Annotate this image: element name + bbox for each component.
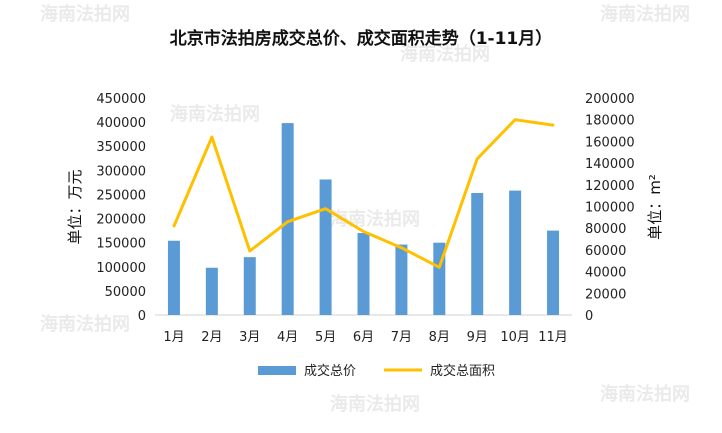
left-tick-label: 250000 bbox=[96, 188, 146, 203]
left-tick-label: 350000 bbox=[96, 140, 146, 155]
left-tick-label: 50000 bbox=[105, 285, 146, 300]
watermark-text: 海南法拍网 bbox=[170, 103, 260, 125]
bar-total-price bbox=[205, 267, 218, 315]
x-axis: 1月 2月 3月 4月 5月 6月 7月 8月 9月 10月 11月 bbox=[155, 314, 572, 345]
right-tick-label: 140000 bbox=[585, 157, 635, 172]
x-tick-label: 4月 bbox=[277, 330, 298, 345]
x-tick-label: 11月 bbox=[538, 330, 568, 345]
x-tick-label: 5月 bbox=[315, 330, 336, 345]
watermark-text: 海南法拍网 bbox=[400, 43, 490, 65]
bar-total-price bbox=[243, 257, 256, 315]
left-tick-label: 300000 bbox=[96, 164, 146, 179]
bar-total-price bbox=[319, 179, 332, 315]
right-tick-label: 100000 bbox=[585, 201, 635, 216]
x-tick-label: 1月 bbox=[163, 330, 184, 345]
left-axis-label: 单位：万元 bbox=[66, 169, 84, 244]
x-tick-label: 3月 bbox=[239, 330, 260, 345]
legend: 成交总价 成交总面积 bbox=[258, 363, 495, 379]
right-tick-label: 40000 bbox=[585, 266, 626, 281]
bar-total-price bbox=[509, 190, 522, 315]
watermark-text: 海南法拍网 bbox=[40, 3, 130, 25]
left-y-axis: 0 50000 100000 150000 200000 250000 300000 3500… bbox=[96, 92, 146, 324]
bar-total-price bbox=[357, 233, 370, 315]
watermark-text: 海南法拍网 bbox=[600, 383, 690, 405]
x-tick-label: 7月 bbox=[391, 330, 412, 345]
line-series-total-area bbox=[172, 118, 555, 269]
left-tick-label: 400000 bbox=[96, 116, 146, 131]
bar-total-price bbox=[471, 192, 484, 315]
x-tick-label: 2月 bbox=[201, 330, 222, 345]
right-tick-label: 0 bbox=[585, 309, 593, 324]
right-tick-label: 160000 bbox=[585, 135, 635, 150]
watermark-text: 海南法拍网 bbox=[40, 313, 130, 335]
watermark-text: 海南法拍网 bbox=[600, 3, 690, 25]
left-tick-label: 200000 bbox=[96, 213, 146, 228]
right-tick-label: 20000 bbox=[585, 287, 626, 302]
bar-total-price bbox=[281, 123, 294, 315]
bar-total-price bbox=[167, 240, 180, 315]
left-tick-label: 100000 bbox=[96, 261, 146, 276]
chart-title: 北京市法拍房成交总价、成交面积走势（1-11月） bbox=[170, 28, 553, 49]
left-tick-label: 450000 bbox=[96, 92, 146, 107]
left-tick-label: 0 bbox=[138, 309, 146, 324]
right-tick-label: 180000 bbox=[585, 114, 635, 129]
right-tick-label: 80000 bbox=[585, 222, 626, 237]
right-tick-label: 60000 bbox=[585, 244, 626, 259]
right-y-axis: 0 20000 40000 60000 80000 100000 120000 140000 1… bbox=[585, 92, 635, 324]
left-tick-label: 150000 bbox=[96, 237, 146, 252]
x-tick-label: 6月 bbox=[353, 330, 374, 345]
legend-label-total-area: 成交总面积 bbox=[430, 363, 495, 379]
bar-total-price bbox=[547, 230, 560, 315]
bar-series-total-price bbox=[167, 123, 560, 315]
x-tick-label: 8月 bbox=[429, 330, 450, 345]
legend-swatch-total-price bbox=[258, 366, 296, 375]
bar-total-price bbox=[395, 244, 408, 315]
right-axis-label: 单位：m² bbox=[646, 174, 664, 240]
line-total-area bbox=[172, 118, 555, 269]
x-tick-label: 9月 bbox=[467, 330, 488, 345]
legend-label-total-price: 成交总价 bbox=[304, 363, 356, 379]
right-tick-label: 200000 bbox=[585, 92, 635, 107]
x-tick-label: 10月 bbox=[500, 330, 530, 345]
watermark-text: 海南法拍网 bbox=[330, 393, 420, 415]
right-tick-label: 120000 bbox=[585, 179, 635, 194]
